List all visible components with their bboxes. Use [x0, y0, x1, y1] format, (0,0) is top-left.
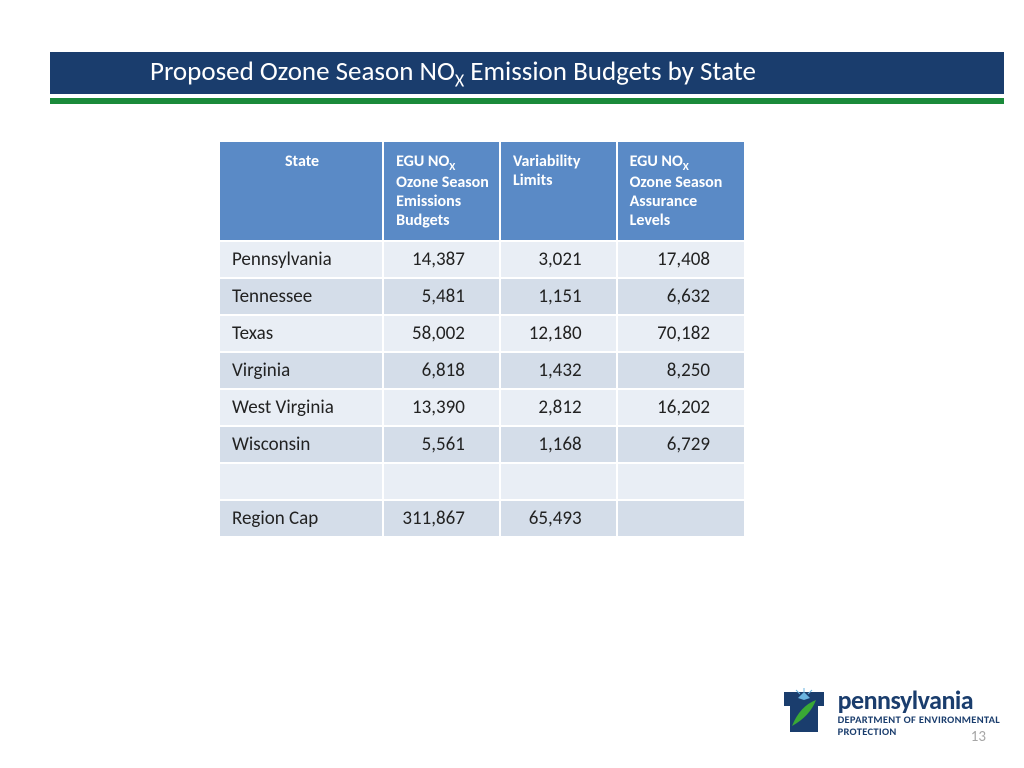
- cell-variability: 12,180: [500, 315, 617, 352]
- table-row: Region Cap311,86765,493: [219, 500, 745, 537]
- cell-assurance: 16,202: [617, 389, 745, 426]
- cell-variability: 2,812: [500, 389, 617, 426]
- col-header-assurance-pre: EGU NO: [630, 152, 683, 171]
- table-body: Pennsylvania14,3873,02117,408Tennessee5,…: [219, 241, 745, 537]
- cell-state: Region Cap: [219, 500, 383, 537]
- cell-assurance: 70,182: [617, 315, 745, 352]
- logo-sub-text-1: DEPARTMENT OF ENVIRONMENTAL: [838, 715, 1000, 726]
- cell-budget: [383, 463, 500, 500]
- table-header-row: State EGU NOX Ozone Season Emissions Bud…: [219, 141, 745, 241]
- table-row: West Virginia13,3902,81216,202: [219, 389, 745, 426]
- cell-variability: 65,493: [500, 500, 617, 537]
- emissions-table: State EGU NOX Ozone Season Emissions Bud…: [218, 140, 746, 538]
- col-header-assurance-post: Ozone Season Assurance Levels: [630, 173, 723, 230]
- cell-variability: [500, 463, 617, 500]
- col-header-state-label: State: [285, 152, 319, 171]
- cell-budget: 311,867: [383, 500, 500, 537]
- cell-state: West Virginia: [219, 389, 383, 426]
- col-header-variability: Variability Limits: [500, 141, 617, 241]
- col-header-variability-label: Variability Limits: [513, 152, 581, 190]
- cell-budget: 13,390: [383, 389, 500, 426]
- cell-budget: 5,561: [383, 426, 500, 463]
- col-header-assurance: EGU NOX Ozone Season Assurance Levels: [617, 141, 745, 241]
- col-header-budget-post: Ozone Season Emissions Budgets: [396, 173, 489, 230]
- cell-assurance: 6,632: [617, 278, 745, 315]
- cell-assurance: 8,250: [617, 352, 745, 389]
- dep-logo: pennsylvania DEPARTMENT OF ENVIRONMENTAL…: [778, 686, 1000, 738]
- title-notch-icon: [36, 60, 50, 86]
- cell-budget: 6,818: [383, 352, 500, 389]
- cell-assurance: 17,408: [617, 241, 745, 278]
- cell-state: Pennsylvania: [219, 241, 383, 278]
- title-pre: Proposed Ozone Season NO: [150, 55, 455, 88]
- col-header-assurance-sub: X: [683, 160, 689, 173]
- cell-state: Texas: [219, 315, 383, 352]
- cell-state: [219, 463, 383, 500]
- col-header-budget-pre: EGU NO: [396, 152, 449, 171]
- logo-main-text: pennsylvania: [838, 687, 1000, 713]
- col-header-budget: EGU NOX Ozone Season Emissions Budgets: [383, 141, 500, 241]
- cell-assurance: [617, 500, 745, 537]
- page-title: Proposed Ozone Season NOX Emission Budge…: [150, 55, 756, 91]
- title-sub: X: [455, 69, 464, 91]
- table-row: Pennsylvania14,3873,02117,408: [219, 241, 745, 278]
- cell-budget: 5,481: [383, 278, 500, 315]
- cell-variability: 1,432: [500, 352, 617, 389]
- cell-state: Virginia: [219, 352, 383, 389]
- col-header-budget-sub: X: [449, 160, 455, 173]
- cell-budget: 14,387: [383, 241, 500, 278]
- green-accent-bar: [50, 98, 1004, 104]
- cell-variability: 1,168: [500, 426, 617, 463]
- cell-variability: 1,151: [500, 278, 617, 315]
- table-row: Virginia6,8181,4328,250: [219, 352, 745, 389]
- col-header-state: State: [219, 141, 383, 241]
- cell-variability: 3,021: [500, 241, 617, 278]
- table-row: Wisconsin5,5611,1686,729: [219, 426, 745, 463]
- cell-state: Tennessee: [219, 278, 383, 315]
- cell-assurance: [617, 463, 745, 500]
- table-row: Tennessee5,4811,1516,632: [219, 278, 745, 315]
- title-bar: Proposed Ozone Season NOX Emission Budge…: [50, 52, 1004, 94]
- title-post: Emission Budgets by State: [464, 55, 756, 88]
- cell-budget: 58,002: [383, 315, 500, 352]
- keystone-shield-icon: [778, 686, 830, 738]
- cell-assurance: 6,729: [617, 426, 745, 463]
- page-number: 13: [971, 728, 986, 746]
- cell-state: Wisconsin: [219, 426, 383, 463]
- table-row: [219, 463, 745, 500]
- table-row: Texas58,00212,18070,182: [219, 315, 745, 352]
